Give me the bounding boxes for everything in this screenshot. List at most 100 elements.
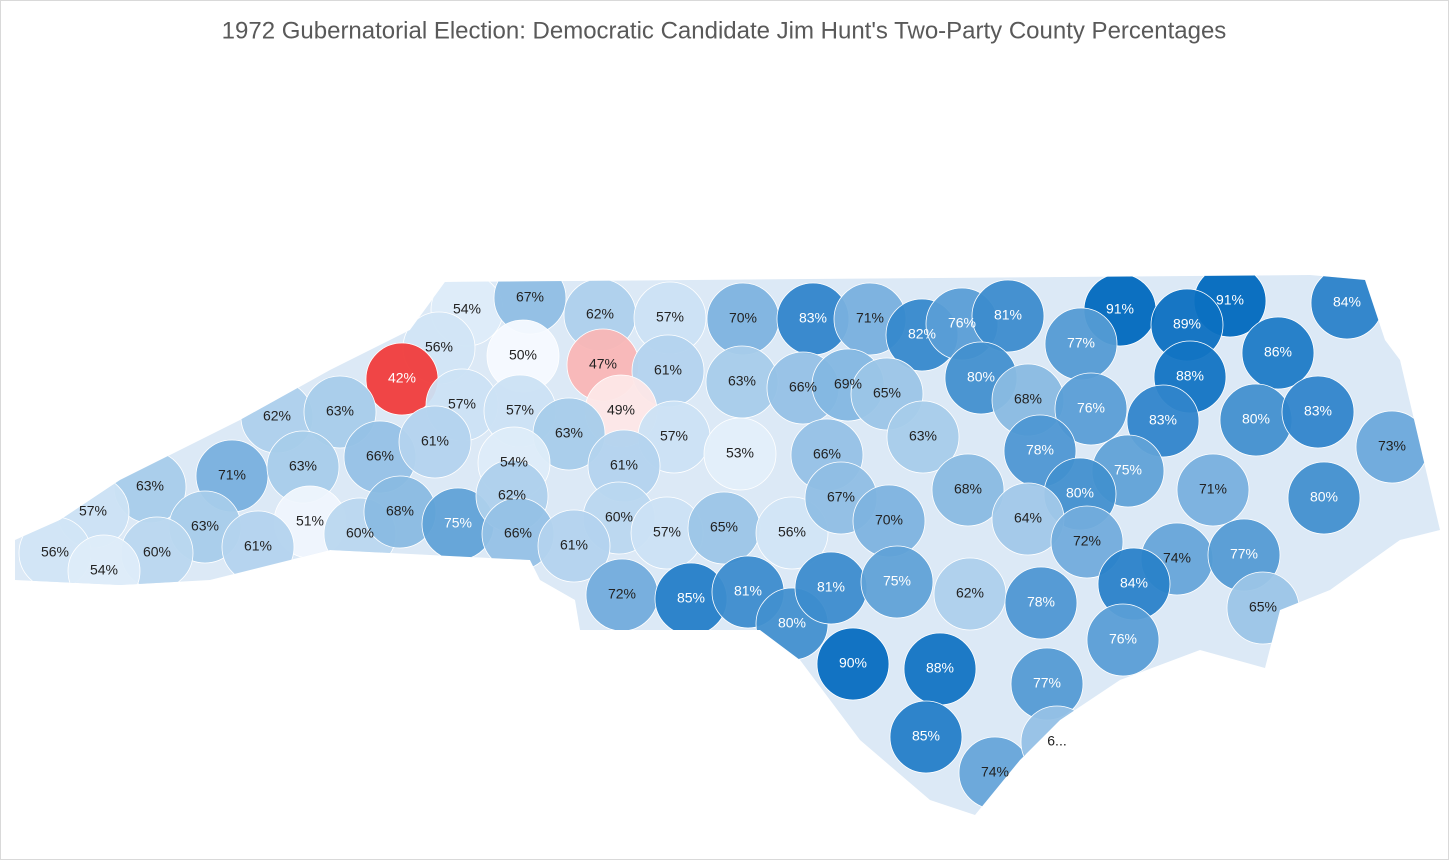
county [1050,505,1124,579]
county [537,509,611,583]
county [398,405,472,479]
county-label: 63% [191,518,219,534]
county-label: 61% [244,538,272,554]
county-label: 53% [726,445,754,461]
county-label: 80% [967,369,995,385]
county-label: 74% [1163,550,1191,566]
county-label: 85% [912,728,940,744]
county-label: 42% [388,370,416,386]
county-label: 84% [1333,294,1361,310]
county-label: 70% [875,512,903,528]
county-label: 84% [1120,575,1148,591]
county-label: 71% [856,310,884,326]
county-label: 71% [218,467,246,483]
county-label: 63% [289,458,317,474]
county-label: 83% [799,310,827,326]
county-label: 54% [90,562,118,578]
county [931,453,1005,527]
county-label: 75% [444,515,472,531]
county-label: 63% [326,403,354,419]
county-label: 69% [834,376,862,392]
county [1241,316,1315,390]
county-label: 80% [1242,411,1270,427]
county [1287,461,1361,535]
county-label: 57% [660,428,688,444]
county [703,417,777,491]
county-label: 75% [883,573,911,589]
county [1086,603,1160,677]
county-label: 66% [504,525,532,541]
county-labels: 54% 67% 62% 57% 70% 83% 71% 82% 76% 81% 91% 91% 89% 8… [41,289,1406,780]
county-label: 90% [839,655,867,671]
county-label: 6... [1047,733,1066,749]
county-label: 71% [1199,481,1227,497]
county-label: 80% [1310,489,1338,505]
county-label: 80% [1066,485,1094,501]
county-label: 61% [560,537,588,553]
county-label: 77% [1033,675,1061,691]
county-label: 80% [778,615,806,631]
county [971,279,1045,353]
county-label: 88% [926,660,954,676]
county-label: 81% [817,579,845,595]
county [816,627,890,701]
county-label: 74% [981,764,1009,780]
county-label: 76% [1077,400,1105,416]
county-label: 86% [1264,344,1292,360]
county-label: 77% [1067,335,1095,351]
county-label: 78% [1026,442,1054,458]
county-label: 91% [1216,292,1244,308]
county-label: 50% [509,347,537,363]
county-label: 66% [789,379,817,395]
county-label: 85% [677,590,705,606]
county-label: 70% [729,310,757,326]
county-label: 62% [956,585,984,601]
county-label: 63% [555,425,583,441]
county-label: 82% [908,326,936,342]
county-label: 57% [79,503,107,519]
county-label: 56% [778,524,806,540]
county-label: 81% [734,583,762,599]
county-label: 54% [500,454,528,470]
county-label: 56% [41,544,69,560]
county-label: 49% [607,402,635,418]
county-label: 57% [506,402,534,418]
county-label: 78% [1027,594,1055,610]
county-label: 65% [873,385,901,401]
county-label: 62% [498,487,526,503]
county-label: 75% [1114,462,1142,478]
county-label: 81% [994,307,1022,323]
county-label: 47% [589,356,617,372]
county [1281,375,1355,449]
county-label: 68% [386,503,414,519]
county-label: 68% [1014,391,1042,407]
county-label: 64% [1014,510,1042,526]
county-label: 83% [1149,412,1177,428]
county [860,545,934,619]
county-label: 72% [608,586,636,602]
county-label: 61% [421,433,449,449]
county-label: 60% [346,525,374,541]
county-label: 89% [1173,316,1201,332]
county [886,400,960,474]
county-label: 76% [948,315,976,331]
county-label: 57% [448,396,476,412]
county-label: 62% [586,306,614,322]
county-label: 77% [1230,546,1258,562]
county-label: 63% [728,373,756,389]
county-label: 57% [656,309,684,325]
county [1004,566,1078,640]
county-label: 63% [136,478,164,494]
county [1176,453,1250,527]
county-label: 68% [954,481,982,497]
county-label: 91% [1106,301,1134,317]
county-label: 76% [1109,631,1137,647]
county-label: 67% [827,489,855,505]
county-label: 62% [263,408,291,424]
counties [18,275,1429,810]
county-label: 63% [909,428,937,444]
county-label: 61% [654,362,682,378]
county [889,700,963,774]
county-label: 66% [813,446,841,462]
